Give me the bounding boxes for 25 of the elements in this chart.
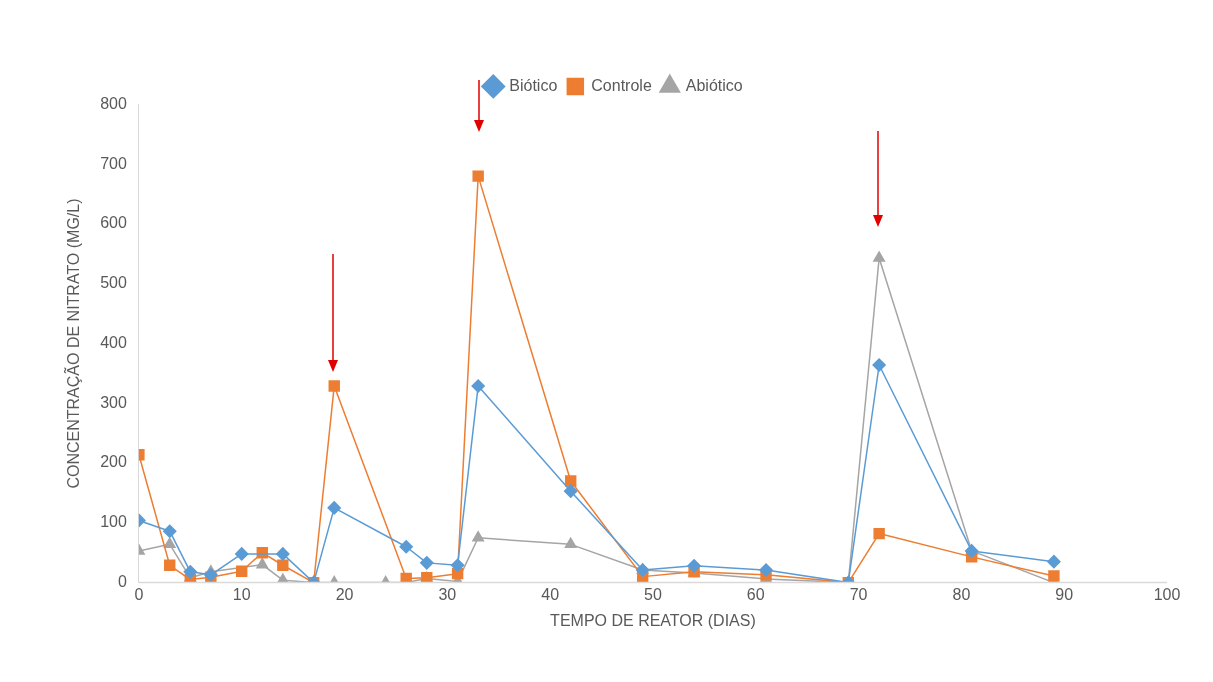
y-tick-label: 100 [100,513,127,531]
y-tick-label: 300 [100,393,127,411]
x-axis-title: TEMPO DE REATOR (DIAS) [550,611,756,629]
y-axis-title: CONCENTRAÇÃO DE NITRATO (MG/L) [63,198,83,489]
x-tick-label: 90 [1055,585,1074,603]
y-tick-label: 700 [100,154,127,172]
y-tick-label: 500 [100,274,127,292]
x-tick-label: 30 [438,585,457,603]
x-tick-label: 40 [541,585,560,603]
legend-label: Abiótico [685,76,743,94]
x-tick-label: 20 [335,585,354,603]
x-tick-label: 50 [644,585,662,603]
y-tick-label: 800 [100,94,127,112]
y-tick-label: 400 [100,333,127,351]
legend-label: Biótico [509,76,558,94]
x-tick-label: 100 [1153,585,1181,603]
y-tick-label: 200 [100,453,127,471]
x-tick-label: 70 [849,585,868,603]
x-tick-label: 0 [134,585,144,603]
y-tick-label: 600 [100,214,127,232]
x-tick-label: 80 [952,585,971,603]
x-tick-label: 60 [746,585,765,603]
x-tick-label: 10 [232,585,251,603]
y-tick-label: 0 [117,573,127,591]
legend-label: Controle [591,76,652,94]
